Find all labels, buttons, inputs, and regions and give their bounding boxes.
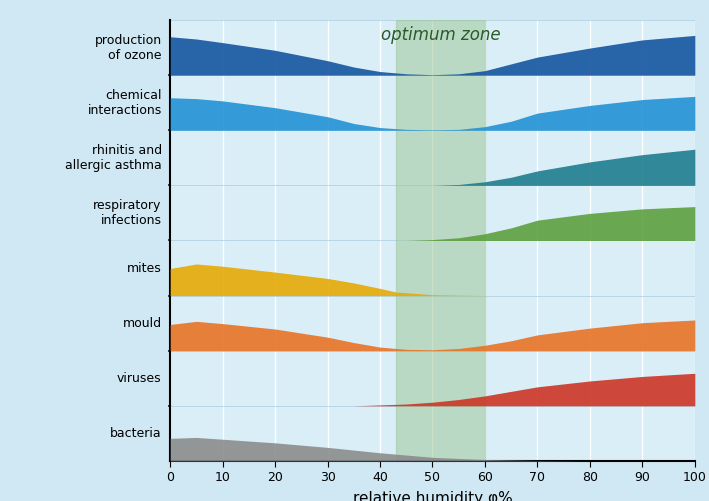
Text: production
of ozone: production of ozone [94,34,162,62]
Text: respiratory
infections: respiratory infections [94,199,162,227]
Text: rhinitis and
allergic asthma: rhinitis and allergic asthma [65,144,162,172]
Text: mould: mould [123,317,162,330]
Text: optimum zone: optimum zone [381,26,500,44]
X-axis label: relative humidity φ%: relative humidity φ% [352,491,513,501]
Text: bacteria: bacteria [110,427,162,440]
Text: viruses: viruses [117,372,162,385]
Bar [396,20,485,461]
Text: chemical
interactions: chemical interactions [87,89,162,117]
Text: mites: mites [127,262,162,275]
